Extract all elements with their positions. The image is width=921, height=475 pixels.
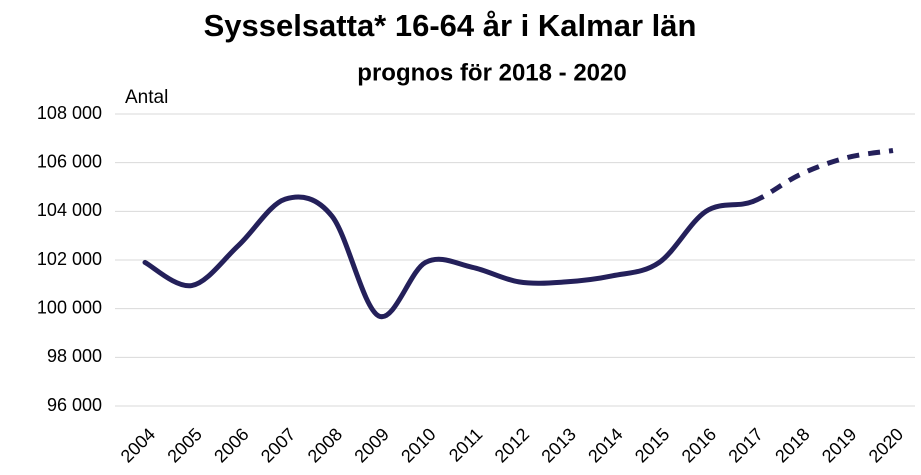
y-tick-label: 104 000	[37, 200, 102, 220]
x-tick-label: 2005	[163, 424, 205, 466]
y-tick-label: 98 000	[47, 346, 102, 366]
y-tick-label: 100 000	[37, 297, 102, 317]
chart-title: Sysselsatta* 16-64 år i Kalmar län	[204, 8, 697, 43]
x-tick-label: 2011	[445, 424, 487, 466]
x-tick-label: 2019	[818, 424, 860, 466]
x-tick-label: 2007	[257, 424, 299, 466]
data-line	[142, 194, 756, 320]
x-tick-label: 2018	[771, 424, 813, 466]
y-tick-label: 96 000	[47, 395, 102, 415]
y-tick-label: 106 000	[37, 151, 102, 171]
x-tick-label: 2016	[678, 424, 720, 466]
x-tick-label: 2008	[304, 424, 346, 466]
x-tick-label: 2006	[210, 424, 252, 466]
x-tick-label: 2010	[397, 424, 439, 466]
x-tick-label: 2014	[584, 424, 626, 466]
x-tick-label: 2013	[537, 424, 579, 466]
chart-subtitle: prognos för 2018 - 2020	[357, 59, 626, 86]
y-tick-label: 108 000	[37, 103, 102, 123]
y-tick-label: 102 000	[37, 249, 102, 269]
x-tick-label: 2004	[117, 424, 159, 466]
x-tick-label: 2017	[724, 424, 766, 466]
forecast-line	[751, 148, 894, 204]
x-tick-label: 2015	[631, 424, 673, 466]
x-tick-label: 2020	[865, 424, 907, 466]
x-tick-label: 2009	[350, 424, 392, 466]
x-tick-label: 2012	[491, 424, 533, 466]
y-axis-label: Antal	[125, 87, 168, 108]
